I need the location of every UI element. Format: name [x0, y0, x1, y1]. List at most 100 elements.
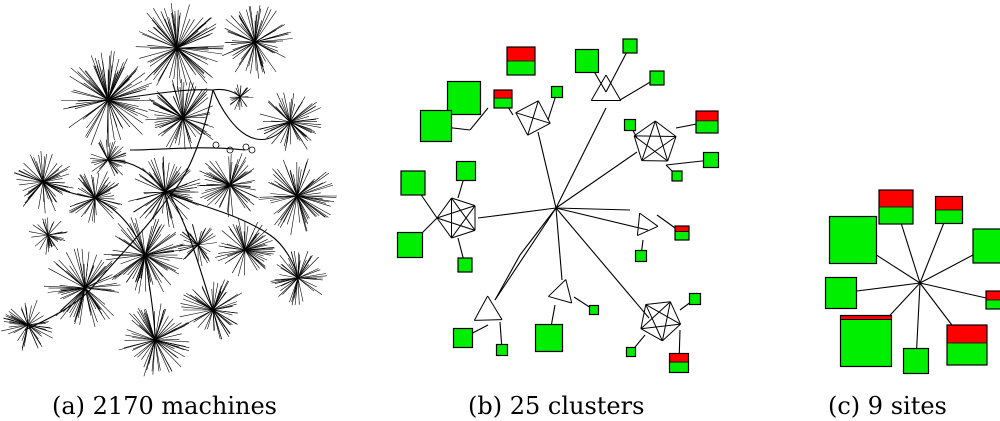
- machine-edge: [289, 121, 292, 145]
- machine-cluster: [103, 217, 186, 294]
- machine-edge: [296, 184, 334, 197]
- machine-edge: [176, 47, 224, 50]
- cluster-node: [668, 352, 690, 374]
- machine-cluster: [135, 2, 225, 92]
- machine-edge: [154, 322, 188, 341]
- machine-edge: [176, 47, 208, 84]
- machine-edge: [296, 195, 310, 219]
- machine-edge: [296, 169, 311, 197]
- machine-edge: [118, 237, 146, 256]
- machine-edge: [235, 41, 256, 54]
- spoke-edge: [477, 207, 557, 219]
- machine-edge: [279, 255, 299, 279]
- node-ok-fill: [650, 71, 664, 85]
- machine-edge: [148, 171, 166, 193]
- machine-edge: [83, 263, 86, 289]
- machine-edge: [107, 142, 114, 161]
- clique-edge: [605, 74, 622, 101]
- machine-edge: [42, 156, 45, 183]
- machine-edge: [230, 15, 256, 43]
- machine-edge: [297, 275, 327, 279]
- machine-edge: [94, 197, 123, 205]
- node-border: [946, 324, 988, 366]
- machine-edge: [42, 154, 53, 183]
- machine-edge: [235, 87, 241, 98]
- machine-edge: [164, 191, 175, 229]
- node-ok-fill: [689, 293, 701, 305]
- machine-edge: [278, 183, 298, 197]
- clique-edge: [634, 135, 677, 137]
- machine-edge: [27, 311, 40, 326]
- machine-edge: [229, 165, 239, 186]
- machine-cluster: [43, 248, 123, 327]
- machine-edge: [17, 324, 29, 341]
- machine-edge: [164, 166, 178, 193]
- machine-edge: [10, 308, 29, 326]
- machine-edge: [36, 161, 44, 183]
- machine-cluster: [14, 150, 74, 214]
- node-border: [506, 46, 536, 76]
- machine-cluster: [28, 217, 68, 255]
- machine-edge: [185, 229, 199, 246]
- machine-edge: [182, 117, 206, 135]
- machine-edge: [228, 226, 246, 251]
- machine-edge: [107, 50, 112, 101]
- machine-edge: [86, 99, 109, 139]
- spoke-edge: [555, 207, 631, 211]
- machine-edge: [164, 182, 201, 193]
- cluster-node: [695, 110, 719, 134]
- clique-edge: [515, 112, 529, 136]
- machine-edge: [282, 277, 299, 295]
- machine-edge: [23, 162, 44, 183]
- machine-edge: [150, 159, 166, 193]
- machine-cluster: [68, 171, 123, 223]
- machine-edge: [154, 339, 170, 373]
- node-border: [419, 109, 453, 143]
- machine-edge: [254, 32, 289, 43]
- machine-edge: [187, 244, 199, 253]
- machine-edge: [212, 309, 229, 336]
- machine-edge: [26, 307, 29, 326]
- machine-edge: [254, 8, 262, 43]
- machine-edge: [77, 187, 96, 199]
- machine-edge: [197, 244, 203, 267]
- clique-edge: [641, 136, 677, 162]
- machine-edge: [280, 277, 299, 292]
- machine-edge: [84, 70, 109, 101]
- node-ok-fill: [401, 171, 425, 195]
- machine-edge: [269, 195, 298, 201]
- clique-edge: [669, 301, 682, 325]
- machine-edge: [144, 218, 160, 256]
- node-border: [671, 170, 683, 182]
- machine-edge: [239, 96, 254, 98]
- node-border: [574, 48, 600, 74]
- node-border: [588, 304, 600, 316]
- machine-edge: [179, 86, 184, 119]
- clique-edge: [640, 301, 671, 330]
- machine-edge: [226, 243, 246, 251]
- spoke-edge: [555, 207, 649, 231]
- node-ok-fill: [397, 232, 423, 258]
- machine-cluster: [179, 279, 243, 340]
- machine-edge: [280, 121, 291, 144]
- machine-cluster: [229, 84, 254, 111]
- machine-edge: [99, 159, 109, 170]
- machine-edge: [154, 322, 182, 341]
- machine-edge: [244, 249, 274, 255]
- machine-edge: [139, 31, 178, 49]
- node-ok-fill: [626, 347, 636, 357]
- machine-edge: [169, 47, 178, 79]
- machine-edge: [296, 166, 300, 197]
- machine-edge: [296, 195, 331, 216]
- machine-edge: [235, 249, 246, 268]
- machine-edge: [27, 315, 44, 326]
- machine-edge: [244, 249, 266, 270]
- machine-edge: [176, 47, 206, 79]
- machine-edge: [204, 309, 214, 330]
- machine-edge: [47, 221, 55, 236]
- machine-edge: [75, 99, 109, 105]
- machine-edge: [122, 254, 146, 275]
- machine-edge: [27, 324, 53, 339]
- machine-edge: [285, 121, 291, 151]
- machine-edge: [154, 339, 190, 349]
